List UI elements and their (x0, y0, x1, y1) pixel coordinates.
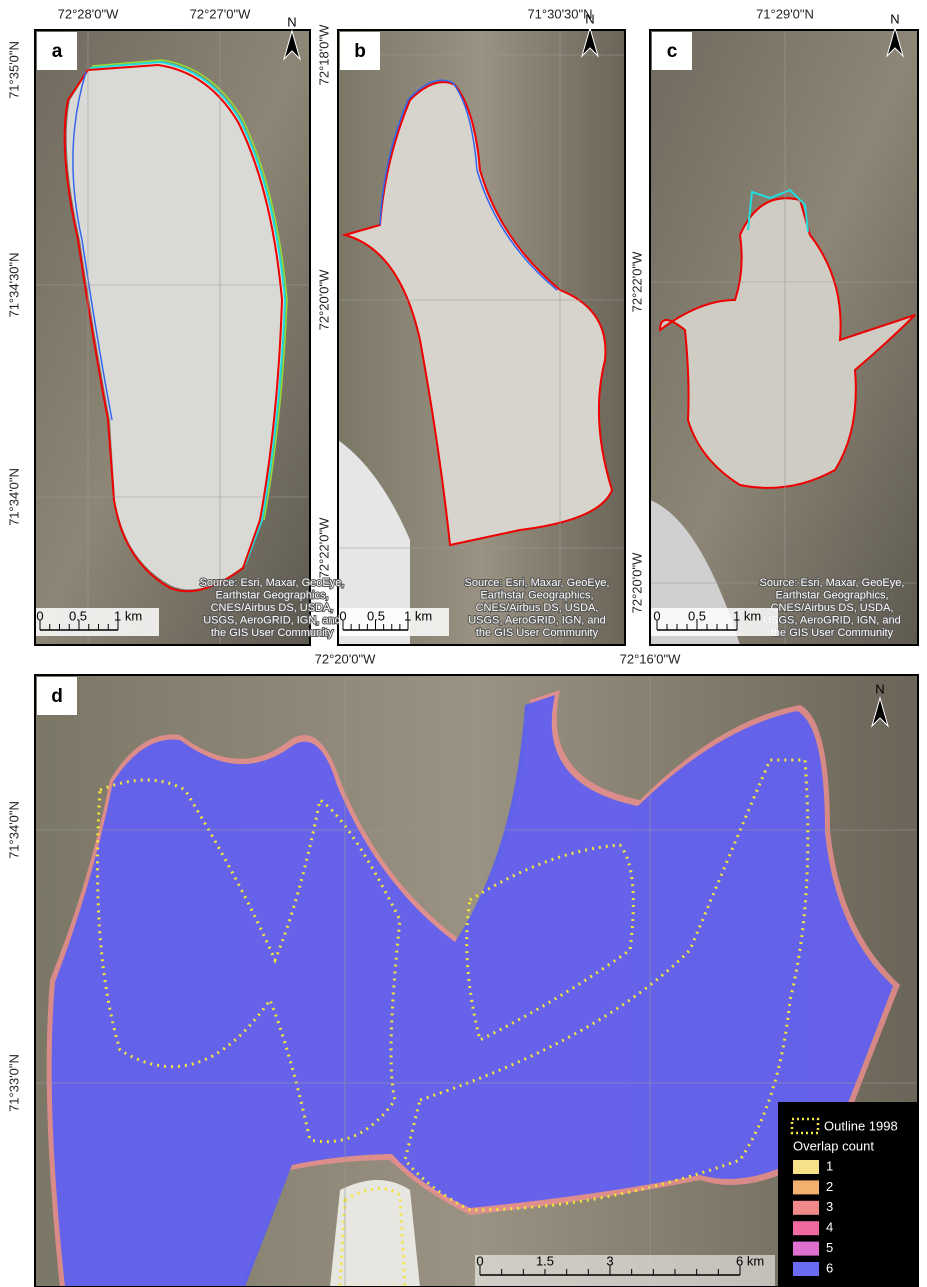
left-coordinate: 72°22'0"W (629, 251, 644, 312)
scale-label: 6 km (736, 1253, 764, 1268)
north-label: N (875, 681, 884, 696)
panel-label: a (52, 41, 63, 62)
left-coordinate: 72°22'0"W (316, 517, 331, 578)
scale-label: 1 km (114, 608, 142, 623)
legend-title: Overlap count (793, 1138, 874, 1153)
source-text: the GIS User Community (771, 627, 894, 639)
legend-swatch (793, 1180, 819, 1194)
panel-label: b (354, 41, 366, 62)
scale-label: 0 (653, 608, 660, 623)
left-coordinate: 72°20'0"W (316, 269, 331, 330)
scale-label: 0 (339, 608, 346, 623)
left-coordinate: 71°33'0"N (6, 1054, 21, 1112)
north-label: N (585, 11, 594, 26)
panel-label: d (51, 686, 63, 707)
panel-b-map (338, 30, 625, 645)
source-text: Source: Esri, Maxar, GeoEye, (760, 577, 905, 589)
source-text: Earthstar Geographics, (480, 589, 593, 601)
legend-swatch (793, 1262, 819, 1276)
top-coordinate: 72°16'0"W (620, 651, 681, 666)
legend-swatch (793, 1242, 819, 1256)
scale-label: 0.5 (688, 608, 706, 623)
figure: a 72°28'0"W 72°27'0"W 71°35'0"N 71°34'30"N 71… (0, 0, 927, 1287)
source-text: Source: Esri, Maxar, GeoEye, (465, 577, 610, 589)
scale-label: 1 km (404, 608, 432, 623)
legend-swatch (793, 1160, 819, 1174)
top-coordinate: 72°27'0"W (190, 6, 251, 21)
source-text: CNES/Airbus DS, USDA, (476, 602, 599, 614)
top-coordinate: 71°29'0"N (756, 6, 814, 21)
north-label: N (287, 14, 296, 29)
source-text: USGS, AeroGRID, IGN, and (763, 614, 901, 626)
legend-label: 4 (826, 1220, 833, 1235)
source-text: USGS, AeroGRID, IGN, and (203, 614, 341, 626)
top-coordinate: 71°30'30"N (527, 6, 592, 21)
top-coordinate: 72°28'0"W (58, 6, 119, 21)
scale-label: 1 km (733, 608, 761, 623)
scale-label: 0 (476, 1253, 483, 1268)
north-label: N (890, 11, 899, 26)
scale-bar-bg (339, 608, 449, 636)
legend-label: 5 (826, 1240, 833, 1255)
scale-label: 1.5 (536, 1253, 554, 1268)
left-coordinate: 72°20'0"W (629, 552, 644, 613)
legend-label: 2 (826, 1179, 833, 1194)
top-coordinate: 72°20'0"W (315, 651, 376, 666)
scale-label: 0 (36, 608, 43, 623)
source-text: the GIS User Community (476, 627, 599, 639)
panel-a-map (35, 30, 310, 645)
scale-label: 3 (606, 1253, 613, 1268)
left-coordinate: 72°18'0"W (316, 24, 331, 85)
source-text: CNES/Airbus DS, USDA, (771, 602, 894, 614)
left-coordinate: 71°35'0"N (6, 41, 21, 99)
legend-label: 6 (826, 1260, 833, 1275)
legend-outline-label: Outline 1998 (824, 1118, 898, 1133)
source-text: the GIS User Community (211, 627, 334, 639)
source-text: CNES/Airbus DS, USDA, (211, 602, 334, 614)
left-coordinate: 71°34'0"N (6, 468, 21, 526)
panel-c-map (650, 30, 918, 645)
panel-label: c (667, 41, 678, 62)
legend-label: 3 (826, 1199, 833, 1214)
left-coordinate: 71°34'30"N (6, 252, 21, 317)
source-text: Earthstar Geographics, (215, 589, 328, 601)
scale-label: 0.5 (69, 608, 87, 623)
left-coordinate: 71°34'0"N (6, 801, 21, 859)
legend-swatch (793, 1201, 819, 1215)
legend-swatch (793, 1221, 819, 1235)
source-text: USGS, AeroGRID, IGN, and (468, 614, 606, 626)
source-text: Earthstar Geographics, (775, 589, 888, 601)
panel-d-map (35, 675, 918, 1287)
scale-label: 0.5 (367, 608, 385, 623)
legend-label: 1 (826, 1158, 833, 1173)
